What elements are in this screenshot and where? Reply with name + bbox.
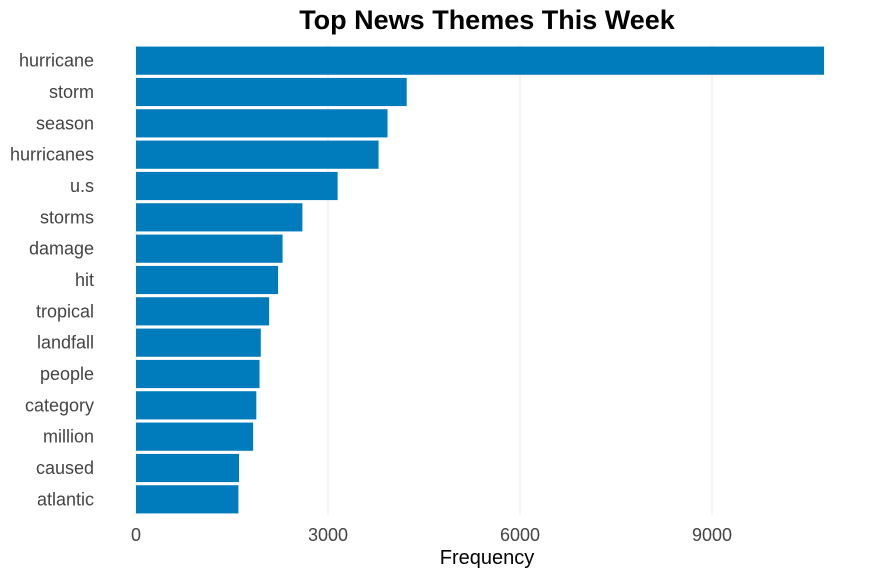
bar-storm	[136, 77, 407, 107]
bar-hurricanes	[136, 140, 379, 169]
bar-atlantic	[136, 485, 239, 514]
bar-damage	[136, 234, 283, 263]
x-axis-title: Frequency	[440, 547, 535, 569]
category-label: atlantic	[37, 489, 94, 509]
category-label: hurricanes	[10, 145, 94, 165]
bar-u-s	[136, 171, 338, 201]
x-axis-ticks: 0 3000 6000 9000	[131, 525, 732, 545]
bar-people	[136, 359, 260, 389]
bars	[136, 46, 824, 514]
bar-hit	[136, 265, 279, 295]
bar-storms	[136, 203, 303, 232]
bar-caused	[136, 453, 240, 483]
bar-season	[136, 109, 388, 138]
bar-landfall	[136, 328, 261, 357]
category-labels: hurricane storm season hurricanes u.s storms d…	[10, 51, 94, 510]
x-tick-label: 6000	[500, 525, 540, 545]
x-tick-label: 9000	[692, 525, 732, 545]
category-label: tropical	[36, 301, 94, 321]
category-label: landfall	[37, 333, 94, 353]
chart-title: Top News Themes This Week	[299, 5, 676, 35]
category-label: storms	[40, 207, 94, 227]
x-tick-label: 0	[131, 525, 141, 545]
bar-category	[136, 391, 257, 420]
category-label: u.s	[70, 176, 94, 196]
category-label: caused	[36, 458, 94, 478]
category-label: season	[36, 113, 94, 133]
bar-hurricane	[136, 46, 824, 75]
category-label: storm	[49, 82, 94, 102]
x-tick-label: 3000	[308, 525, 348, 545]
category-label: hit	[75, 270, 94, 290]
bar-tropical	[136, 297, 270, 326]
category-label: hurricane	[19, 51, 94, 71]
category-label: million	[43, 427, 94, 447]
category-label: category	[25, 395, 94, 415]
bar-million	[136, 422, 254, 451]
category-label: people	[40, 364, 94, 384]
category-label: damage	[29, 239, 94, 259]
